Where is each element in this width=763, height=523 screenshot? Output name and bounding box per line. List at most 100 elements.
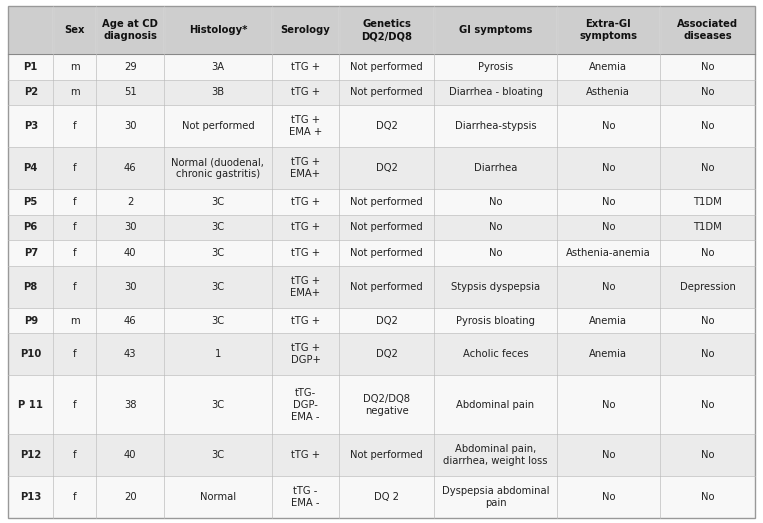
Text: Diarrhea: Diarrhea (474, 163, 517, 173)
Text: tTG +: tTG + (291, 87, 320, 97)
Bar (660, 215, 755, 240)
Bar (660, 6, 755, 54)
Text: tTG-
DGP-
EMA -: tTG- DGP- EMA - (291, 388, 320, 422)
Bar (164, 308, 272, 333)
Text: P4: P4 (24, 163, 38, 173)
Text: Asthenia-anemia: Asthenia-anemia (566, 248, 651, 258)
Text: No: No (601, 450, 615, 460)
Bar (340, 476, 434, 518)
Bar (8, 308, 53, 333)
Text: No: No (601, 163, 615, 173)
Bar (96, 54, 164, 79)
Bar (434, 6, 557, 54)
Text: 3C: 3C (211, 248, 224, 258)
Bar (660, 476, 755, 518)
Text: No: No (601, 121, 615, 131)
Bar (53, 189, 96, 215)
Text: P7: P7 (24, 248, 38, 258)
Bar (53, 105, 96, 147)
Bar (272, 189, 340, 215)
Bar (164, 240, 272, 266)
Text: No: No (601, 492, 615, 502)
Text: 40: 40 (124, 450, 137, 460)
Text: tTG +: tTG + (291, 62, 320, 72)
Bar (340, 189, 434, 215)
Bar (96, 79, 164, 105)
Text: f: f (73, 121, 77, 131)
Text: Associated
diseases: Associated diseases (677, 19, 738, 41)
Text: Diarrhea-stypsis: Diarrhea-stypsis (455, 121, 536, 131)
Bar (8, 105, 53, 147)
Text: P2: P2 (24, 87, 38, 97)
Text: 38: 38 (124, 400, 137, 410)
Text: 40: 40 (124, 248, 137, 258)
Text: tTG +: tTG + (291, 315, 320, 325)
Bar (53, 308, 96, 333)
Text: f: f (73, 450, 77, 460)
Text: tTG +: tTG + (291, 197, 320, 207)
Text: 3C: 3C (211, 315, 224, 325)
Text: Stypsis dyspepsia: Stypsis dyspepsia (451, 282, 540, 292)
Text: Extra-GI
symptoms: Extra-GI symptoms (579, 19, 637, 41)
Bar (557, 54, 660, 79)
Text: Abdominal pain,
diarrhea, weight loss: Abdominal pain, diarrhea, weight loss (443, 444, 548, 466)
Bar (557, 215, 660, 240)
Text: No: No (601, 222, 615, 232)
Text: P3: P3 (24, 121, 38, 131)
Bar (96, 376, 164, 434)
Text: 20: 20 (124, 492, 137, 502)
Bar (8, 6, 53, 54)
Text: Sex: Sex (65, 25, 85, 35)
Text: Asthenia: Asthenia (587, 87, 630, 97)
Bar (96, 240, 164, 266)
Text: Not performed: Not performed (350, 450, 423, 460)
Text: No: No (700, 349, 714, 359)
Text: f: f (73, 248, 77, 258)
Bar (557, 189, 660, 215)
Text: No: No (700, 248, 714, 258)
Bar (96, 476, 164, 518)
Bar (53, 79, 96, 105)
Bar (434, 79, 557, 105)
Text: 3C: 3C (211, 450, 224, 460)
Text: T1DM: T1DM (693, 197, 722, 207)
Text: DQ2: DQ2 (376, 349, 398, 359)
Bar (340, 215, 434, 240)
Bar (8, 476, 53, 518)
Bar (434, 476, 557, 518)
Bar (53, 54, 96, 79)
Bar (164, 147, 272, 189)
Text: m: m (70, 87, 80, 97)
Text: Diarrhea - bloating: Diarrhea - bloating (449, 87, 542, 97)
Bar (434, 333, 557, 376)
Bar (434, 376, 557, 434)
Text: f: f (73, 400, 77, 410)
Bar (164, 105, 272, 147)
Bar (8, 215, 53, 240)
Text: Pyrosis bloating: Pyrosis bloating (456, 315, 535, 325)
Bar (164, 54, 272, 79)
Text: tTG +
EMA+: tTG + EMA+ (291, 157, 320, 179)
Text: DQ2: DQ2 (376, 121, 398, 131)
Bar (96, 6, 164, 54)
Text: No: No (700, 163, 714, 173)
Bar (434, 434, 557, 476)
Text: No: No (700, 450, 714, 460)
Bar (557, 376, 660, 434)
Text: 1: 1 (214, 349, 221, 359)
Bar (340, 266, 434, 308)
Bar (8, 333, 53, 376)
Bar (660, 376, 755, 434)
Text: No: No (700, 87, 714, 97)
Bar (340, 105, 434, 147)
Text: Serology: Serology (281, 25, 330, 35)
Text: DQ 2: DQ 2 (375, 492, 399, 502)
Bar (272, 266, 340, 308)
Text: tTG +
EMA+: tTG + EMA+ (291, 276, 320, 298)
Text: Abdominal pain: Abdominal pain (456, 400, 535, 410)
Text: No: No (700, 315, 714, 325)
Text: f: f (73, 492, 77, 502)
Bar (53, 376, 96, 434)
Text: tTG -
EMA -: tTG - EMA - (291, 486, 320, 508)
Text: m: m (70, 315, 80, 325)
